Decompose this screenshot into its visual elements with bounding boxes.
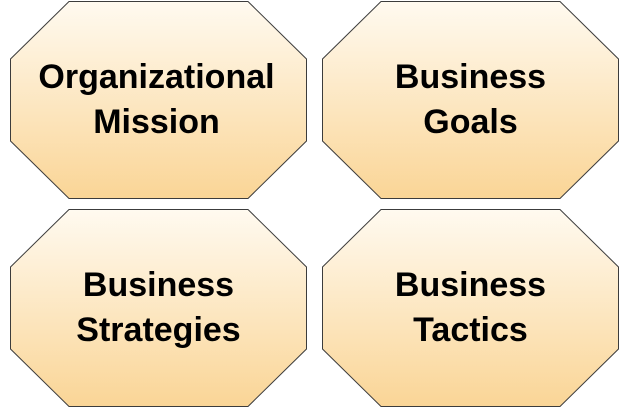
octagon-shape — [322, 209, 619, 407]
box-label: Business Tactics — [322, 209, 619, 407]
box-label-line2: Tactics — [413, 311, 528, 349]
box-label-line1: Business — [82, 266, 235, 304]
box-label-line1: Business — [394, 58, 547, 96]
box-label: Business Goals — [322, 1, 619, 199]
box-business-strategies: Business Strategies — [10, 209, 307, 407]
box-label-line1: Business — [394, 266, 547, 304]
box-label-line2: Goals — [423, 103, 518, 141]
box-organizational-mission: Organizational Mission — [8, 0, 307, 199]
octagon-shape — [10, 0, 307, 199]
box-label-line2: Mission — [93, 103, 220, 141]
box-business-tactics: Business Tactics — [322, 209, 619, 407]
octagon-shape — [322, 0, 619, 199]
box-label-line2: Strategies — [76, 311, 241, 349]
box-business-goals: Business Goals — [322, 0, 619, 199]
box-label-line1: Organizational — [38, 58, 275, 96]
box-label: Organizational Mission — [8, 1, 305, 199]
octagon-shape — [10, 209, 307, 407]
box-label: Business Strategies — [10, 209, 307, 407]
